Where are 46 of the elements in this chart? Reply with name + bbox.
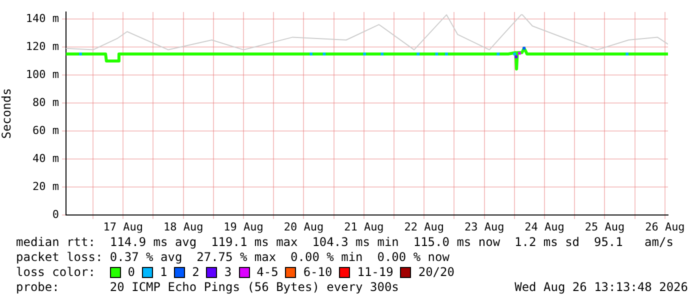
x-tick-label: 26 Aug	[645, 220, 685, 234]
point	[518, 52, 521, 55]
legend-label: 20/20	[418, 265, 454, 280]
legend-label: 0	[128, 265, 135, 280]
point	[310, 52, 312, 56]
legend-label: 1	[160, 265, 168, 280]
x-tick-label: 18 Aug	[163, 220, 204, 234]
x-tick-label: 24 Aug	[524, 220, 564, 234]
legend-label: 11-19	[357, 265, 394, 280]
y-tick-label: 120 m	[26, 40, 60, 53]
point	[363, 52, 366, 56]
y-tick-label: 100 m	[26, 68, 60, 81]
legend-label: 3	[224, 265, 232, 280]
text: packet loss: 0.37 % avg 27.75 % max 0.00 % min 0.00 % now	[16, 250, 450, 265]
x-tick-label: 20 Aug	[284, 220, 324, 234]
legend-label: 4-5	[256, 265, 278, 280]
text: Wed Aug 26 13:13:48 2026	[514, 280, 688, 295]
x-tick-label: 22 Aug	[404, 220, 444, 234]
point	[380, 52, 384, 56]
point	[79, 52, 82, 56]
point	[445, 52, 448, 56]
point	[496, 52, 500, 56]
x-tick-label: 23 Aug	[464, 220, 504, 234]
text: median rtt: 114.9 ms avg 119.1 ms max 104.3 ms min 115.0 ms now 1.2 ms sd 95.1 am/s	[16, 235, 674, 250]
x-tick-label: 25 Aug	[584, 220, 625, 234]
point	[513, 52, 516, 56]
point	[416, 52, 420, 56]
point	[322, 52, 326, 56]
point	[514, 55, 518, 58]
x-tick-label: 21 Aug	[344, 220, 384, 234]
x-tick-label: 17 Aug	[103, 220, 144, 234]
y-tick-label: 20 m	[32, 180, 60, 193]
legend-label: 2	[192, 265, 200, 280]
point	[522, 46, 526, 50]
point	[435, 52, 438, 56]
point	[626, 52, 629, 56]
x-tick-label: 19 Aug	[224, 220, 264, 234]
y-axis-title: Seconds	[0, 88, 14, 139]
y-tick-label: 140 m	[26, 12, 60, 25]
y-tick-label: 40 m	[32, 152, 60, 165]
y-tick-label: 60 m	[32, 124, 60, 137]
legend-label: 6-10	[303, 265, 332, 280]
y-tick-label: 80 m	[32, 96, 60, 109]
y-tick-label: 0	[52, 208, 59, 221]
legend-title: loss color:	[16, 265, 96, 280]
text: probe: 20 ICMP Echo Pings (56 Bytes) every 300s	[16, 280, 399, 295]
